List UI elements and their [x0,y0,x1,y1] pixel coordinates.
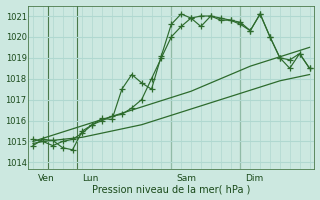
Text: Sam: Sam [176,174,196,183]
Text: Dim: Dim [245,174,264,183]
Text: Lun: Lun [82,174,99,183]
Text: Ven: Ven [38,174,55,183]
X-axis label: Pression niveau de la mer( hPa ): Pression niveau de la mer( hPa ) [92,184,251,194]
